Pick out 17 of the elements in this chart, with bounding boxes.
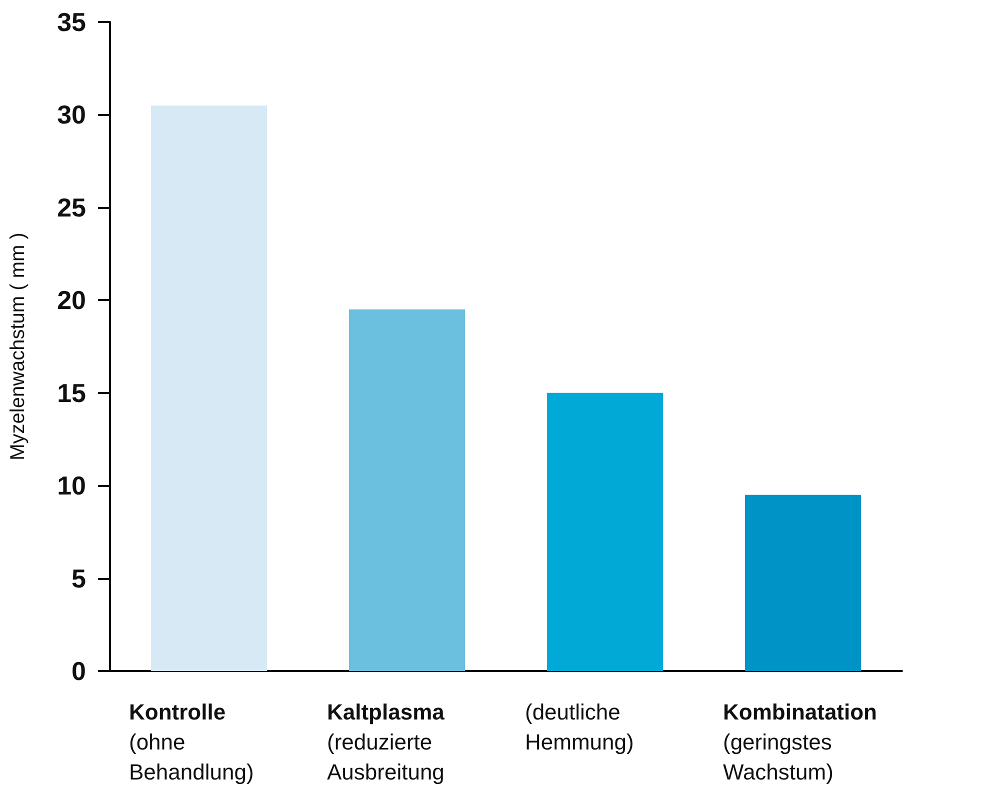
bar: [547, 392, 663, 671]
y-tick-label: 5: [72, 563, 86, 594]
y-tick-label: 20: [57, 285, 86, 316]
x-tick-label: Kontrolle (ohne Behandlung): [129, 700, 254, 784]
bar: [745, 494, 861, 671]
bar: [349, 309, 465, 671]
x-tick-label: (deutliche Hemmung): [525, 700, 634, 754]
x-tick-label: Kombinatation (geringstes Wachstum): [723, 700, 877, 784]
y-tick-label: 35: [57, 7, 86, 37]
y-tick-label: 0: [72, 656, 86, 686]
y-tick-label: 15: [57, 378, 86, 408]
y-tick-label: 25: [57, 192, 86, 222]
y-axis-title: Myzelenwachstum ( mm ): [7, 232, 29, 460]
y-tick-label: 10: [57, 470, 86, 501]
y-tick-label: 30: [57, 100, 86, 130]
bar: [151, 105, 267, 671]
x-tick-label: Kaltplasma (reduzierte Ausbreitung: [327, 700, 446, 784]
